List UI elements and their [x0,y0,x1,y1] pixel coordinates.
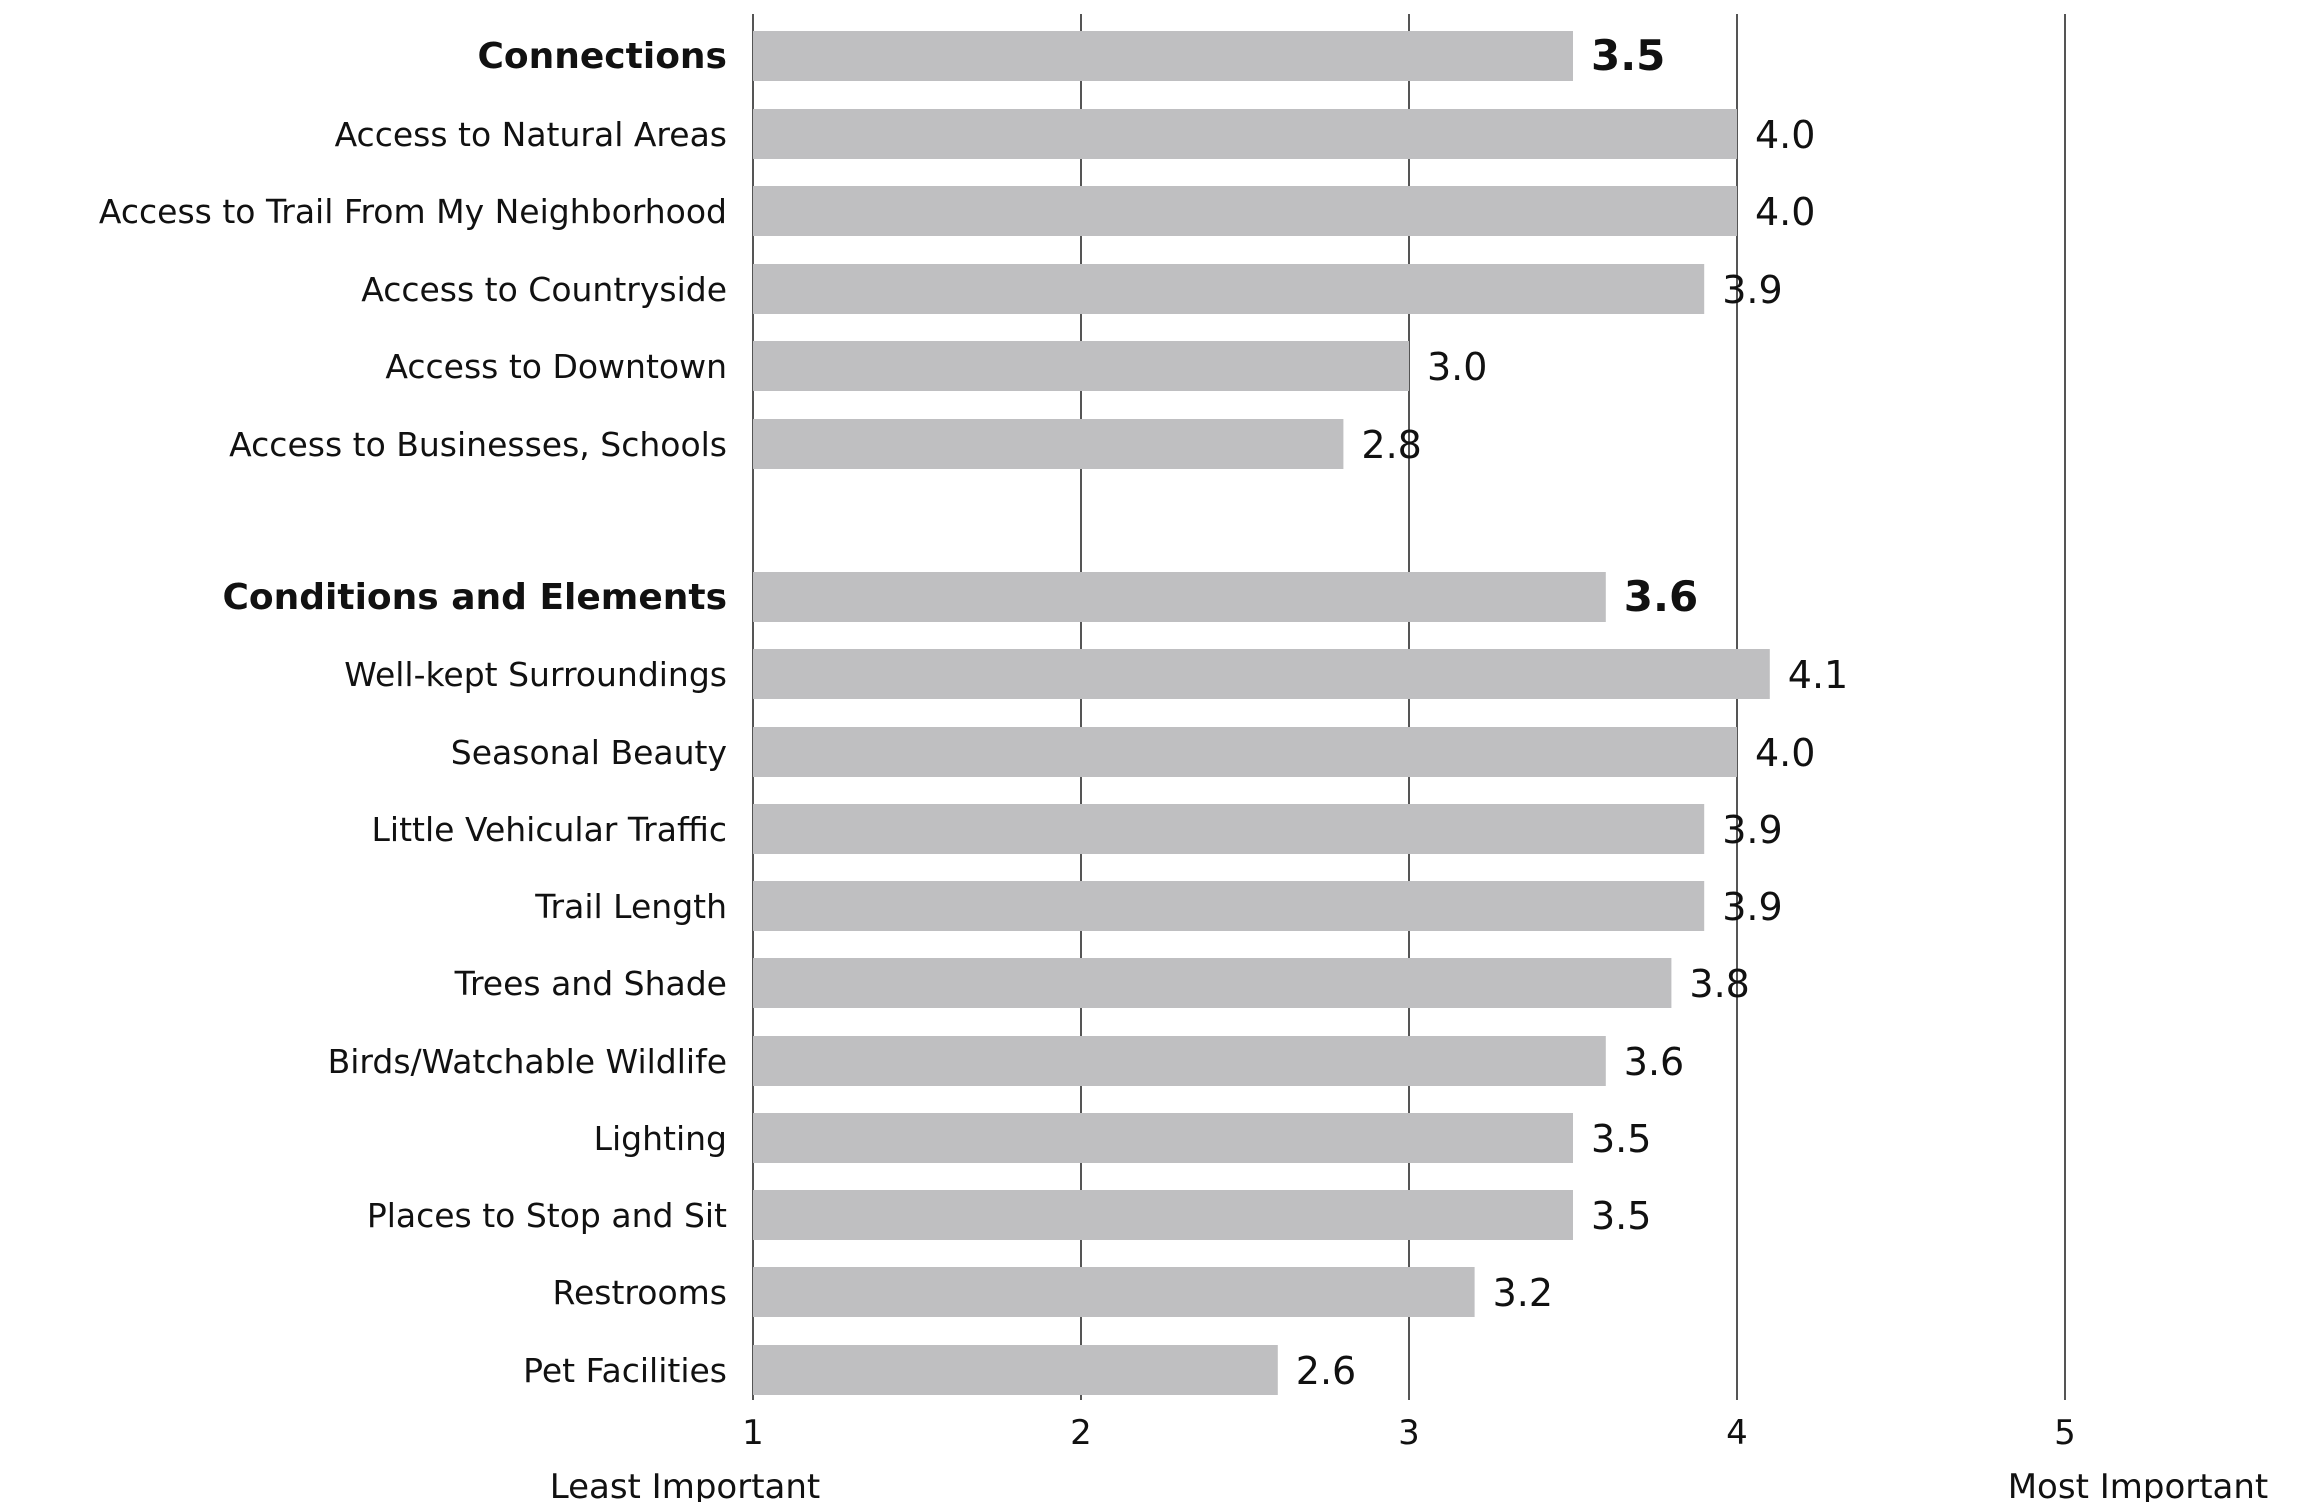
bar-access-to-trail-from-my-neighborhood [753,186,1737,236]
category-label-places-to-stop-and-sit: Places to Stop and Sit [367,1196,727,1235]
value-label-restrooms: 3.2 [1493,1271,1553,1315]
value-label-places-to-stop-and-sit: 3.5 [1591,1194,1651,1238]
category-label-access-to-trail-from-my-neighborhood: Access to Trail From My Neighborhood [99,192,727,231]
value-label-access-to-businesses-schools: 2.8 [1361,423,1421,467]
category-label-well-kept-surroundings: Well-kept Surroundings [344,655,727,694]
value-label-trail-length: 3.9 [1722,885,1782,929]
category-label-seasonal-beauty: Seasonal Beauty [451,733,727,772]
x-tick-4: 4 [1726,1413,1748,1453]
bar-birds-watchable-wildlife [753,1036,1606,1086]
x-tick-2: 2 [1070,1413,1092,1453]
category-label-conditions-and-elements: Conditions and Elements [222,577,727,618]
value-label-access-to-trail-from-my-neighborhood: 4.0 [1755,190,1815,234]
category-label-access-to-countryside: Access to Countryside [361,270,727,309]
bar-access-to-businesses-schools [753,419,1344,469]
bar-little-vehicular-traffic [753,804,1705,854]
value-labels: 3.54.04.03.93.02.83.64.14.03.93.93.83.63… [1296,31,1848,1393]
bar-seasonal-beauty [753,727,1737,777]
category-label-connections: Connections [477,36,727,77]
gridlines [752,14,2066,1400]
bar-trees-and-shade [753,958,1672,1008]
value-label-access-to-natural-areas: 4.0 [1755,113,1815,157]
category-label-pet-facilities: Pet Facilities [523,1351,727,1390]
bar-well-kept-surroundings [753,649,1770,699]
x-axis-ticks: 1 2 3 4 5 [742,1413,2076,1453]
category-label-little-vehicular-traffic: Little Vehicular Traffic [372,810,727,849]
value-label-connections: 3.5 [1591,31,1665,80]
value-label-conditions-and-elements: 3.6 [1624,572,1698,621]
category-label-restrooms: Restrooms [553,1273,727,1312]
category-label-access-to-businesses-schools: Access to Businesses, Schools [229,425,727,464]
bar-lighting [753,1113,1573,1163]
value-label-well-kept-surroundings: 4.1 [1788,653,1848,697]
least-important-label: Least Important [550,1467,821,1502]
bar-connections [753,31,1573,81]
category-label-birds-watchable-wildlife: Birds/Watchable Wildlife [328,1042,727,1081]
value-label-birds-watchable-wildlife: 3.6 [1624,1040,1684,1084]
category-label-trees-and-shade: Trees and Shade [454,964,727,1003]
value-label-access-to-downtown: 3.0 [1427,345,1487,389]
value-label-pet-facilities: 2.6 [1296,1349,1356,1393]
x-tick-3: 3 [1398,1413,1420,1453]
value-label-access-to-countryside: 3.9 [1722,268,1782,312]
bar-pet-facilities [753,1345,1278,1395]
bar-access-to-downtown [753,341,1409,391]
bar-conditions-and-elements [753,572,1606,622]
bar-restrooms [753,1267,1475,1317]
category-label-access-to-downtown: Access to Downtown [385,347,727,386]
category-label-access-to-natural-areas: Access to Natural Areas [335,115,727,154]
value-label-lighting: 3.5 [1591,1117,1651,1161]
bar-access-to-natural-areas [753,109,1737,159]
value-label-trees-and-shade: 3.8 [1689,962,1749,1006]
category-label-trail-length: Trail Length [534,887,727,926]
bar-places-to-stop-and-sit [753,1190,1573,1240]
x-tick-5: 5 [2054,1413,2076,1453]
bars [753,31,1770,1395]
value-label-seasonal-beauty: 4.0 [1755,731,1815,775]
most-important-label: Most Important [2008,1467,2269,1502]
bar-trail-length [753,881,1705,931]
x-tick-1: 1 [742,1413,764,1453]
category-labels: Connections Access to Natural Areas Access… [99,36,727,1390]
value-label-little-vehicular-traffic: 3.9 [1722,808,1782,852]
bar-access-to-countryside [753,264,1705,314]
category-label-lighting: Lighting [594,1119,727,1158]
